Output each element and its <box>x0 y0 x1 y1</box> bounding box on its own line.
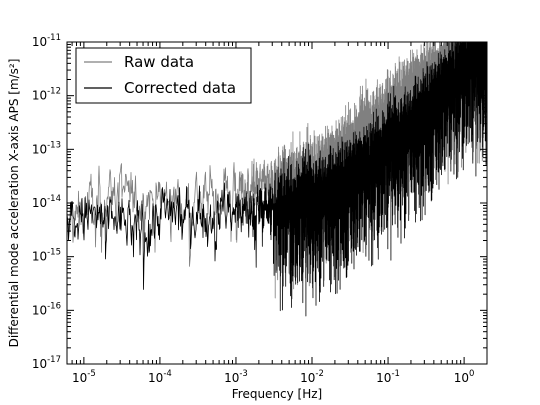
y-tick-label: 10-17 <box>32 355 61 371</box>
x-tick-label: 10-1 <box>376 369 400 385</box>
y-tick-label: 10-15 <box>32 248 61 264</box>
x-tick-label: 100 <box>454 369 475 385</box>
x-axis-label: Frequency [Hz] <box>232 387 323 401</box>
series-line-corrected-data <box>67 42 487 317</box>
legend-label-raw-data: Raw data <box>124 53 194 71</box>
x-tick-label: 10-3 <box>224 369 248 385</box>
y-tick-label: 10-13 <box>32 140 61 156</box>
y-axis-label: Differential mode acceleration X-axis AP… <box>7 59 21 348</box>
x-axis: 10-5 10-4 10-3 10-2 10-1 100 <box>71 42 475 385</box>
legend: Raw data Corrected data <box>75 47 252 104</box>
x-tick-label: 10-5 <box>72 369 96 385</box>
legend-label-corrected-data: Corrected data <box>124 79 236 97</box>
x-tick-label: 10-2 <box>300 369 324 385</box>
legend-box <box>75 47 252 104</box>
series-layer <box>67 42 487 317</box>
y-tick-label: 10-11 <box>32 33 61 49</box>
y-tick-label: 10-12 <box>32 87 61 103</box>
y-tick-label: 10-14 <box>32 194 61 210</box>
y-axis: 10-17 10-16 10-15 10-14 10-13 10-12 10-11 <box>32 33 487 371</box>
x-tick-label: 10-4 <box>148 369 172 385</box>
y-tick-label: 10-16 <box>32 301 61 317</box>
